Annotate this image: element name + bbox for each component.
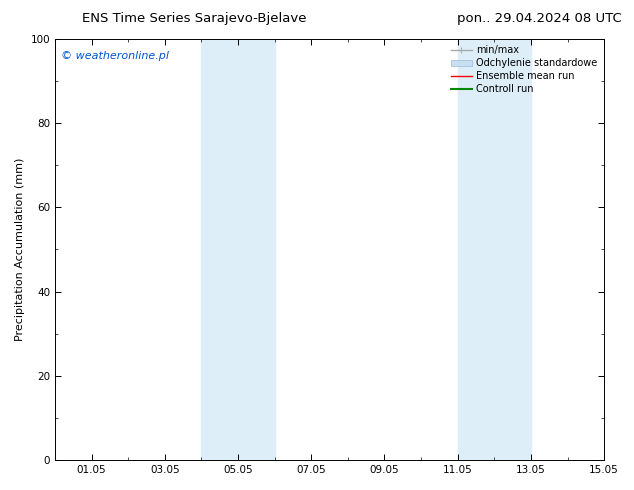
Y-axis label: Precipitation Accumulation (mm): Precipitation Accumulation (mm) [15,158,25,341]
Text: ENS Time Series Sarajevo-Bjelave: ENS Time Series Sarajevo-Bjelave [82,12,307,25]
Legend: min/max, Odchylenie standardowe, Ensemble mean run, Controll run: min/max, Odchylenie standardowe, Ensembl… [447,42,601,98]
Bar [458,39,531,460]
Text: pon.. 29.04.2024 08 UTC: pon.. 29.04.2024 08 UTC [456,12,621,25]
Text: © weatheronline.pl: © weatheronline.pl [60,51,169,61]
Bar [202,39,275,460]
